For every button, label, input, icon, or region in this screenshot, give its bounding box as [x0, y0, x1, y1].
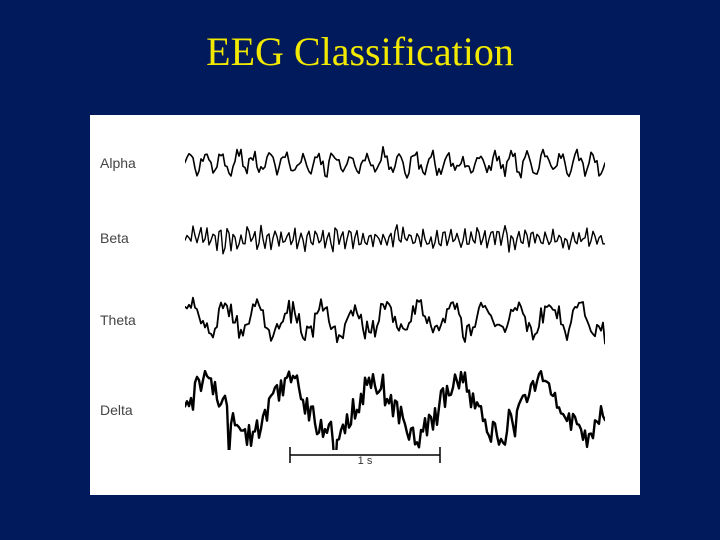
time-scalebar: 1 s: [288, 445, 442, 483]
wave-label-beta: Beta: [100, 230, 129, 246]
slide-title: EEG Classification: [0, 28, 720, 75]
wave-row-delta: Delta: [90, 370, 640, 450]
wave-row-theta: Theta: [90, 290, 640, 350]
wave-row-beta: Beta: [90, 210, 640, 265]
wave-trace-alpha: [185, 135, 605, 190]
wave-trace-theta: [185, 290, 605, 350]
wave-trace-beta: [185, 210, 605, 265]
wave-label-theta: Theta: [100, 312, 136, 328]
wave-row-alpha: Alpha: [90, 135, 640, 190]
wave-label-delta: Delta: [100, 402, 133, 418]
eeg-chart-panel: Alpha Beta Theta Delta 1 s: [90, 115, 640, 495]
wave-trace-delta: [185, 370, 605, 450]
slide: EEG Classification Alpha Beta Theta Delta 1…: [0, 0, 720, 540]
wave-label-alpha: Alpha: [100, 155, 136, 171]
scalebar-label: 1 s: [358, 455, 373, 467]
